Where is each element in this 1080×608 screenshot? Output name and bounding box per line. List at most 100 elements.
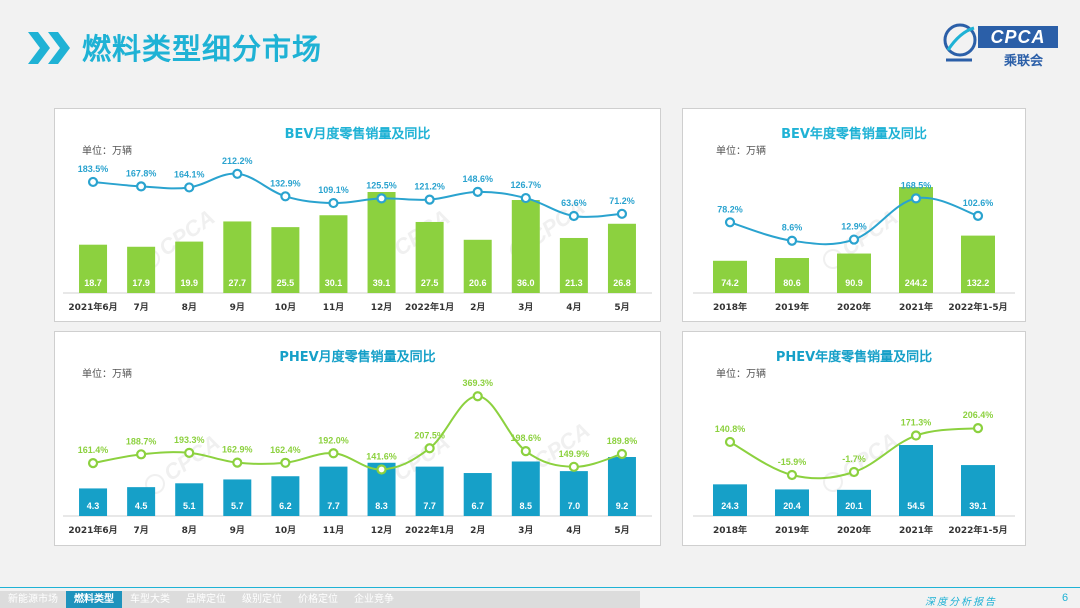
bar-value-label: 25.5 — [277, 278, 295, 288]
nav-item-0[interactable]: 新能源市场 — [8, 594, 58, 605]
yoy-point — [136, 449, 147, 460]
bar-value-label: 7.7 — [327, 501, 340, 511]
yoy-label: 171.3% — [901, 418, 932, 428]
bar-value-label: 20.1 — [845, 501, 863, 511]
x-tick-label: 10月 — [275, 525, 297, 536]
x-tick-label: 12月 — [371, 525, 393, 536]
nav-item-5[interactable]: 价格定位 — [298, 594, 338, 605]
yoy-label: 188.7% — [126, 436, 157, 446]
yoy-point — [184, 182, 195, 193]
x-tick-label: 2020年 — [837, 301, 871, 313]
x-tick-label: 3月 — [518, 525, 533, 536]
yoy-label: 162.9% — [222, 445, 253, 455]
yoy-label: 207.5% — [414, 430, 445, 440]
x-tick-label: 8月 — [182, 525, 197, 536]
yoy-label: 192.0% — [318, 435, 349, 445]
bar — [175, 483, 204, 516]
yoy-label: 148.6% — [462, 174, 493, 184]
bar-value-label: 244.2 — [905, 278, 928, 288]
yoy-label: 198.6% — [511, 433, 542, 443]
bar-value-label: 5.7 — [231, 501, 244, 511]
page-number: 6 — [1062, 592, 1069, 604]
x-tick-label: 2019年 — [775, 301, 809, 313]
bar — [223, 479, 252, 516]
bar-value-label: 9.2 — [616, 501, 629, 511]
bar — [607, 223, 636, 293]
yoy-label: 141.6% — [366, 451, 397, 461]
phev-monthly-panel: PHEV月度零售销量及同比 单位：万辆 CPCA CPCA CPCA 4.3 2021年6月… — [54, 331, 661, 546]
bar — [961, 235, 995, 293]
yoy-point — [910, 193, 922, 204]
yoy-point — [724, 436, 736, 448]
yoy-label: 12.9% — [841, 222, 867, 232]
bar — [899, 187, 933, 293]
logo-text: CPCA — [978, 26, 1058, 48]
slide-footer: 新能源市场 燃料类型 车型大类 品牌定位 级别定位 价格定位 企业竞争 深度分析报告 6 — [0, 587, 1080, 608]
bar-value-label: 8.5 — [520, 501, 533, 511]
watermark-globe-icon — [823, 472, 843, 492]
bar — [79, 488, 108, 516]
x-tick-label: 7月 — [133, 525, 148, 536]
yoy-label: 164.1% — [174, 169, 205, 179]
bar — [559, 237, 588, 293]
yoy-point — [87, 458, 99, 469]
nav-item-1[interactable]: 燃料类型 — [66, 591, 122, 608]
bar — [837, 253, 871, 293]
bar — [713, 260, 747, 293]
bar — [127, 487, 156, 516]
bar-value-label: 7.0 — [568, 501, 581, 511]
x-tick-label: 10月 — [275, 302, 297, 313]
x-tick-label: 9月 — [230, 525, 245, 536]
bar — [837, 489, 871, 516]
page-title: 燃料类型细分市场 — [82, 32, 323, 66]
yoy-label: 212.2% — [222, 156, 253, 166]
yoy-point — [424, 194, 435, 205]
yoy-point — [376, 464, 387, 475]
x-tick-label: 2022年1月 — [405, 301, 454, 313]
bar — [319, 466, 348, 516]
yoy-label: 121.2% — [414, 182, 445, 192]
x-tick-label: 2021年 — [899, 524, 933, 536]
x-tick-label: 7月 — [133, 302, 148, 313]
chart-title: PHEV年度零售销量及同比 — [776, 349, 932, 365]
bar — [559, 471, 588, 516]
x-tick-label: 9月 — [230, 302, 245, 313]
bar — [271, 476, 300, 516]
yoy-label: 206.4% — [963, 410, 994, 420]
bar — [415, 466, 444, 516]
yoy-point — [910, 430, 922, 441]
yoy-point — [848, 466, 860, 478]
bar — [79, 244, 108, 293]
yoy-point — [972, 210, 984, 221]
yoy-label: 78.2% — [717, 204, 743, 214]
chart-title: PHEV月度零售销量及同比 — [279, 349, 435, 365]
yoy-label: 109.1% — [318, 185, 349, 195]
bar-value-label: 17.9 — [132, 278, 150, 288]
bar-value-label: 132.2 — [967, 278, 990, 288]
x-tick-label: 2018年 — [713, 301, 747, 313]
x-tick-label: 8月 — [182, 302, 197, 313]
yoy-point — [616, 448, 628, 460]
x-tick-label: 2月 — [470, 525, 485, 536]
nav-item-6[interactable]: 企业竞争 — [354, 594, 394, 605]
bar-value-label: 39.1 — [373, 278, 391, 288]
yoy-label: 63.6% — [561, 198, 587, 208]
x-tick-label: 5月 — [614, 525, 629, 536]
yoy-point — [280, 457, 291, 468]
bev-monthly-panel: BEV月度零售销量及同比单位：万辆CPCACPCACPCA18.72021年6月… — [54, 108, 661, 322]
yoy-label: 167.8% — [126, 168, 157, 178]
nav-item-4[interactable]: 级别定位 — [242, 594, 282, 605]
yoy-label: 369.3% — [462, 378, 493, 388]
bev-annual-panel: BEV年度零售销量及同比 单位：万辆 CPCA 74.2 2018年 80.6 2019年 9… — [682, 108, 1026, 322]
yoy-point — [520, 446, 531, 457]
yoy-label: -1.7% — [842, 454, 866, 464]
nav-item-2[interactable]: 车型大类 — [130, 594, 170, 605]
unit-label: 单位：万辆 — [716, 367, 766, 380]
yoy-point — [232, 457, 243, 468]
yoy-label: 8.6% — [782, 223, 803, 233]
bar-value-label: 4.5 — [135, 501, 148, 511]
x-tick-label: 11月 — [323, 302, 345, 313]
yoy-point — [786, 469, 798, 481]
yoy-point — [568, 210, 579, 222]
nav-item-3[interactable]: 品牌定位 — [186, 594, 226, 605]
